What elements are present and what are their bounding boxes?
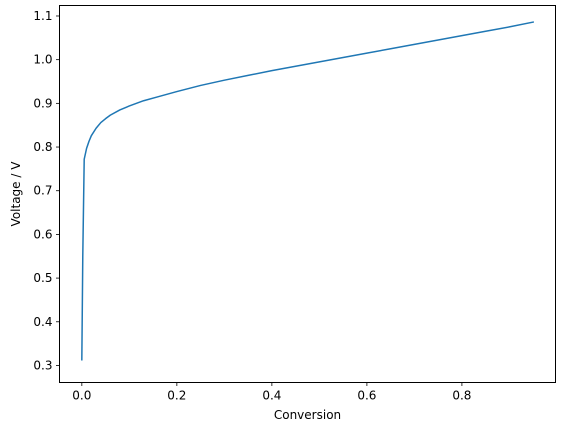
y-axis-label: Voltage / V [9, 161, 23, 227]
y-axis: 0.3 0.4 0.5 0.6 0.7 0.8 0.9 1.0 1.1 [33, 9, 60, 372]
y-tick-label: 0.3 [33, 358, 52, 372]
x-tick-label: 0.0 [72, 389, 91, 403]
y-tick-label: 0.5 [33, 271, 52, 285]
y-tick-label: 0.4 [33, 315, 52, 329]
series-line-0 [81, 21, 535, 361]
x-axis-label: Conversion [274, 408, 341, 422]
x-axis: 0.0 0.2 0.4 0.6 0.8 [72, 382, 471, 403]
y-tick-label: 1.0 [33, 53, 52, 67]
y-tick-label: 0.8 [33, 140, 52, 154]
y-tick-label: 0.6 [33, 227, 52, 241]
axes-frame [59, 5, 556, 383]
y-tick-label: 1.1 [33, 9, 52, 23]
x-tick-label: 0.4 [262, 389, 281, 403]
x-tick-label: 0.2 [167, 389, 186, 403]
y-tick-label: 0.9 [33, 96, 52, 110]
x-tick-label: 0.6 [357, 389, 376, 403]
plot-area [81, 21, 535, 361]
x-tick-label: 0.8 [452, 389, 471, 403]
y-tick-label: 0.7 [33, 184, 52, 198]
